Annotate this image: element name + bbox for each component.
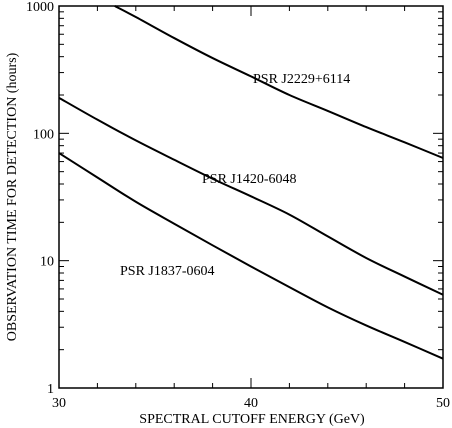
series-line-0 bbox=[114, 5, 444, 159]
series-label-j1837: PSR J1837-0604 bbox=[120, 264, 215, 279]
series-label-j1420: PSR J1420-6048 bbox=[202, 172, 297, 187]
x-tick-label: 40 bbox=[244, 396, 258, 411]
y-tick-label: 100 bbox=[33, 127, 54, 142]
y-axis-title: OBSERVATION TIME FOR DETECTION (hours) bbox=[5, 52, 20, 341]
series-curves bbox=[58, 5, 444, 360]
series-line-1 bbox=[58, 96, 444, 296]
x-tick-label: 30 bbox=[52, 396, 66, 411]
x-axis-ticks: 30 40 50 bbox=[52, 6, 450, 411]
y-tick-label: 10 bbox=[40, 255, 54, 270]
series-line-2 bbox=[58, 152, 444, 360]
y-axis-ticks: 1 10 100 1000 bbox=[26, 0, 443, 397]
x-axis-title: SPECTRAL CUTOFF ENERGY (GeV) bbox=[139, 412, 365, 427]
x-tick-label: 50 bbox=[436, 396, 450, 411]
y-tick-label: 1000 bbox=[26, 0, 54, 15]
series-label-j2229: PSR J2229+6114 bbox=[253, 72, 350, 87]
y-tick-label: 1 bbox=[47, 382, 54, 397]
